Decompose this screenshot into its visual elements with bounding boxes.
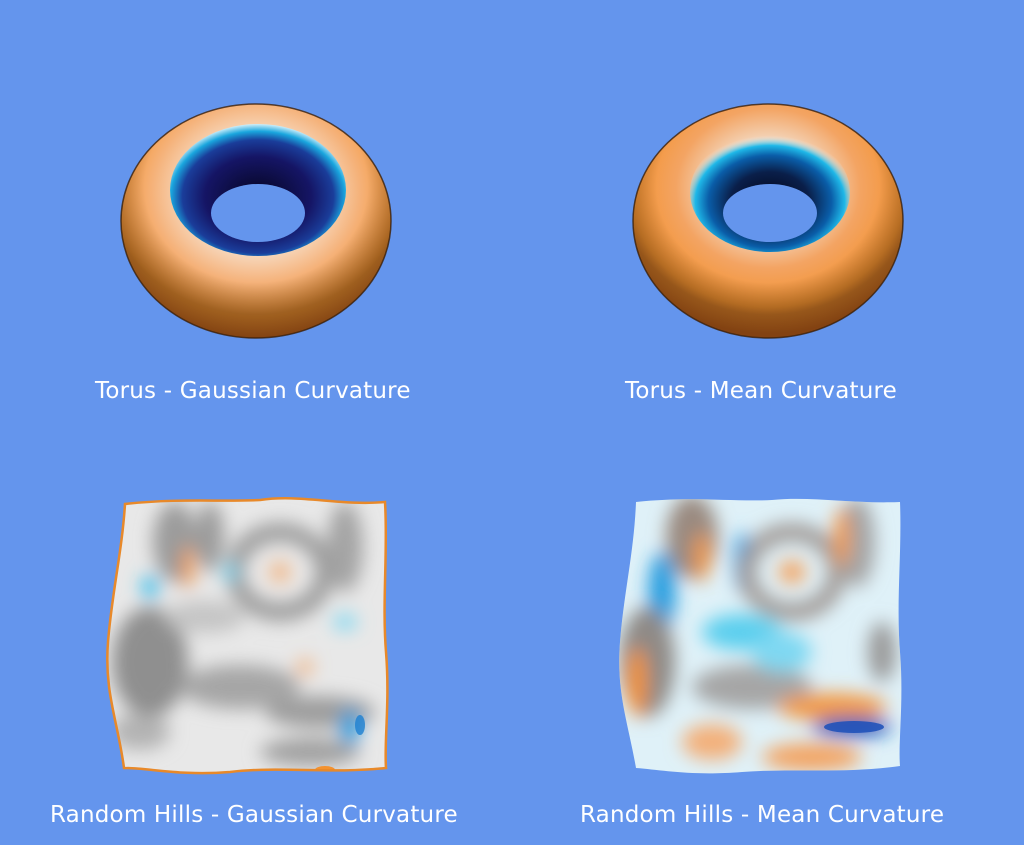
torus-mean-render[interactable]	[512, 0, 1024, 422]
caption-random-hills-gaussian: Random Hills - Gaussian Curvature	[50, 802, 458, 828]
torus-gaussian-render[interactable]	[0, 0, 512, 422]
torus-hole	[723, 184, 817, 242]
random-hills-gaussian-surface	[107, 498, 388, 774]
surface-boundary	[106, 497, 389, 775]
viewport-random-hills-gaussian[interactable]: Random Hills - Gaussian Curvature	[0, 422, 512, 845]
viewport-torus-mean[interactable]: Torus - Mean Curvature	[512, 0, 1024, 422]
torus-mean-surface	[632, 103, 904, 339]
torus-gaussian-surface	[120, 103, 392, 339]
caption-torus-mean: Torus - Mean Curvature	[625, 378, 898, 404]
torus-hole	[211, 184, 305, 242]
random-hills-gaussian-render[interactable]	[0, 422, 512, 845]
caption-random-hills-mean: Random Hills - Mean Curvature	[580, 802, 945, 828]
viewport-torus-gaussian[interactable]: Torus - Gaussian Curvature	[0, 0, 512, 422]
random-hills-mean-surface	[619, 498, 902, 774]
random-hills-mean-render[interactable]	[512, 422, 1024, 845]
viewport-random-hills-mean[interactable]: Random Hills - Mean Curvature	[512, 422, 1024, 845]
caption-torus-gaussian: Torus - Gaussian Curvature	[95, 378, 411, 404]
